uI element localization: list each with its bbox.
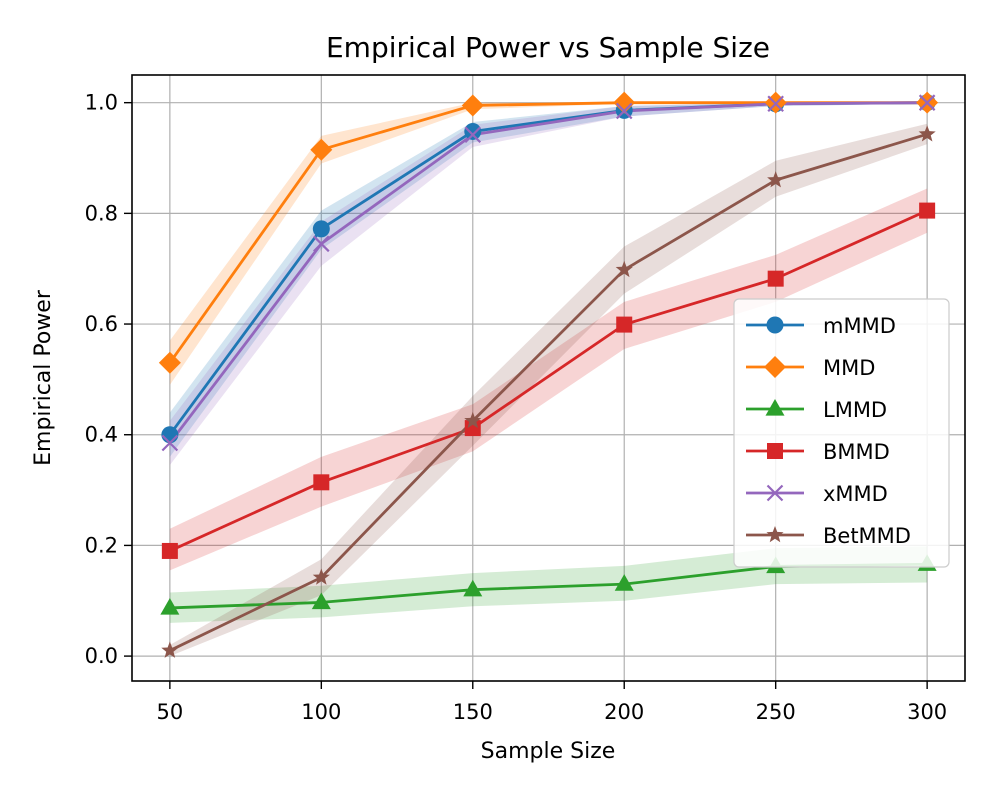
x-tick-label: 200 (604, 700, 644, 724)
legend-marker-bmmd (767, 443, 783, 459)
legend-label-xmmd: xMMD (823, 482, 888, 506)
x-tick-label: 300 (907, 700, 947, 724)
y-axis-label: Empirical Power (31, 289, 56, 466)
legend-marker-mmmd (766, 316, 784, 334)
lmmd-point (160, 597, 180, 615)
x-tick-label: 100 (301, 700, 341, 724)
xmmd-point (161, 434, 179, 452)
bmmd-point (313, 474, 330, 491)
mmd-point (461, 94, 484, 117)
y-tick-label: 0.8 (85, 201, 118, 225)
x-tick-label: 150 (453, 700, 493, 724)
plot-frame (131, 74, 966, 682)
xmmd-point (313, 235, 330, 253)
legend-label-lmmd: LMMD (823, 398, 887, 422)
legend-marker-mmd (764, 356, 786, 378)
xmmd-line (168, 101, 928, 444)
legend: mMMD MMD LMMD BMMD xMMD BetMMD (733, 298, 950, 568)
bmmd-point (161, 542, 178, 559)
lmmd-point (463, 579, 483, 597)
mmmd-point (464, 122, 482, 140)
mmmd-point (161, 426, 179, 444)
mmd-point (613, 91, 636, 114)
lmmd-point (614, 574, 634, 591)
xmmd-point (464, 126, 482, 144)
legend-marker-xmmd (766, 484, 784, 502)
legend-marker-betmmd (766, 526, 784, 543)
betmmd-point (767, 171, 785, 188)
y-tick-label: 0.2 (85, 533, 118, 557)
bmmd-confidence-band (169, 188, 928, 571)
xmmd-point (767, 95, 784, 113)
legend-marker-lmmd (765, 399, 785, 416)
xmmd-point (918, 94, 936, 111)
betmmd-point (312, 568, 330, 585)
y-tick-label: 1.0 (85, 91, 118, 115)
bmmd-point (919, 202, 936, 219)
legend-label-mmd: MMD (823, 356, 875, 380)
betmmd-line (169, 132, 928, 652)
betmmd-point (161, 641, 179, 658)
y-tick-label: 0.4 (85, 423, 118, 447)
betmmd-confidence-band (169, 123, 928, 657)
legend-label-mmmd: mMMD (823, 314, 896, 338)
mmmd-point (312, 220, 330, 238)
legend-label-bmmd: BMMD (823, 440, 890, 464)
betmmd-point (918, 125, 936, 142)
legend-label-betmmd: BetMMD (823, 524, 911, 548)
axis-ticks: 50 100 150 200 250 300 0.0 0.2 0.4 0.6 0.8 1.0 (85, 91, 948, 724)
bmmd-line (169, 209, 928, 553)
mmmd-confidence-band (169, 102, 928, 457)
bmmd-point (616, 316, 633, 333)
mmd-point (158, 351, 181, 374)
y-tick-label: 0.0 (85, 644, 118, 668)
chart-title: Empirical Power vs Sample Size (326, 31, 770, 64)
y-tick-label: 0.6 (85, 312, 118, 336)
betmmd-point (615, 260, 633, 278)
bmmd-point (767, 270, 784, 287)
x-tick-label: 250 (756, 700, 796, 724)
x-tick-label: 50 (156, 700, 183, 724)
lmmd-point (311, 592, 331, 610)
betmmd-point (464, 411, 482, 429)
xmmd-point (615, 102, 633, 120)
mmd-point (310, 138, 333, 161)
x-axis-label: Sample Size (481, 739, 616, 764)
